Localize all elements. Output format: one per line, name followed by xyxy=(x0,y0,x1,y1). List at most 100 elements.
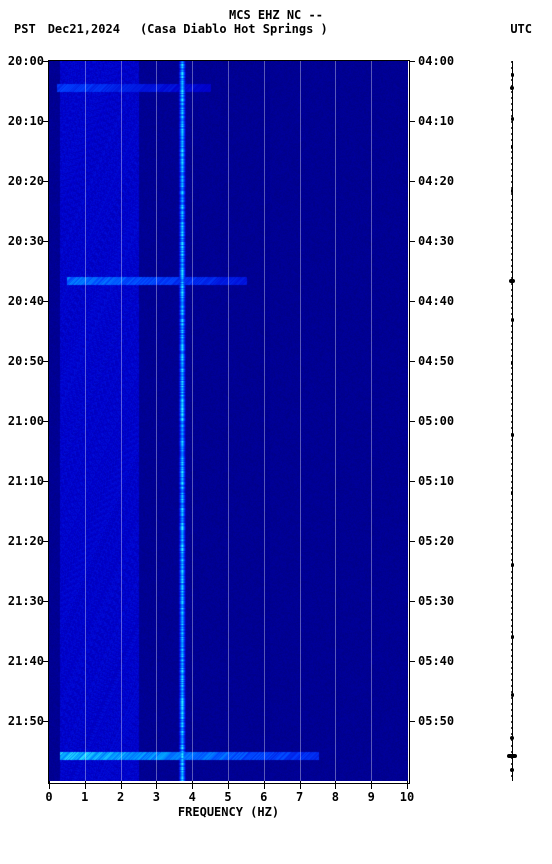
y-axis-right-labels: 04:0004:1004:2004:3004:4004:5005:0005:10… xyxy=(416,61,466,781)
amplitude-trace-dot xyxy=(511,259,513,261)
amplitude-trace-dot xyxy=(511,541,513,543)
amplitude-panel xyxy=(500,61,524,781)
amplitude-trace-dot xyxy=(511,397,513,399)
amplitude-event xyxy=(511,117,514,121)
amplitude-trace-dot xyxy=(511,757,513,759)
x-tick xyxy=(335,781,336,789)
x-tick xyxy=(264,781,265,789)
y-tick xyxy=(409,481,415,482)
amplitude-trace-dot xyxy=(511,691,513,693)
amplitude-trace-dot xyxy=(511,103,513,105)
amplitude-trace-dot xyxy=(511,427,513,429)
amplitude-trace-dot xyxy=(511,157,513,159)
amplitude-trace-dot xyxy=(511,145,513,147)
amplitude-trace-dot xyxy=(511,367,513,369)
amplitude-trace-dot xyxy=(511,421,513,423)
y-right-label: 04:40 xyxy=(418,294,464,308)
amplitude-trace-dot xyxy=(511,319,513,321)
y-tick xyxy=(42,721,48,722)
amplitude-trace-dot xyxy=(511,175,513,177)
amplitude-trace-dot xyxy=(511,181,513,183)
y-right-label: 05:20 xyxy=(418,534,464,548)
amplitude-trace-dot xyxy=(511,73,513,75)
amplitude-trace-dot xyxy=(511,403,513,405)
amplitude-trace-dot xyxy=(511,679,513,681)
amplitude-trace-dot xyxy=(511,307,513,309)
x-tick-label: 4 xyxy=(189,790,196,804)
y-right-label: 04:10 xyxy=(418,114,464,128)
amplitude-trace-dot xyxy=(511,223,513,225)
amplitude-trace-dot xyxy=(511,667,513,669)
y-right-label: 04:30 xyxy=(418,234,464,248)
amplitude-trace-dot xyxy=(511,91,513,93)
y-tick xyxy=(409,121,415,122)
y-left-label: 21:50 xyxy=(4,714,44,728)
x-tick xyxy=(228,781,229,789)
spectrogram-plot xyxy=(49,61,408,781)
amplitude-trace-dot xyxy=(511,451,513,453)
x-tick-label: 6 xyxy=(260,790,267,804)
y-right-label: 05:10 xyxy=(418,474,464,488)
x-tick-label: 5 xyxy=(224,790,231,804)
amplitude-trace-dot xyxy=(511,547,513,549)
amplitude-trace-dot xyxy=(511,163,513,165)
amplitude-trace-dot xyxy=(511,349,513,351)
amplitude-trace-dot xyxy=(511,589,513,591)
amplitude-trace-dot xyxy=(511,109,513,111)
y-tick xyxy=(409,721,415,722)
amplitude-trace-dot xyxy=(511,235,513,237)
amplitude-event xyxy=(511,693,514,697)
amplitude-trace-dot xyxy=(511,559,513,561)
x-tick-label: 2 xyxy=(117,790,124,804)
x-tick xyxy=(192,781,193,789)
amplitude-trace-dot xyxy=(511,343,513,345)
amplitude-trace-dot xyxy=(511,493,513,495)
y-tick xyxy=(409,361,415,362)
amplitude-trace-dot xyxy=(511,763,513,765)
amplitude-trace-dot xyxy=(511,337,513,339)
amplitude-trace-dot xyxy=(511,115,513,117)
amplitude-trace-dot xyxy=(511,379,513,381)
amplitude-trace-dot xyxy=(511,253,513,255)
y-left-label: 21:00 xyxy=(4,414,44,428)
amplitude-trace-dot xyxy=(511,673,513,675)
y-tick xyxy=(42,241,48,242)
amplitude-trace-dot xyxy=(511,661,513,663)
amplitude-trace-dot xyxy=(511,529,513,531)
y-tick xyxy=(409,421,415,422)
amplitude-trace-dot xyxy=(511,169,513,171)
amplitude-trace-dot xyxy=(511,325,513,327)
x-tick-label: 3 xyxy=(153,790,160,804)
tz-right: UTC xyxy=(510,22,532,36)
y-tick xyxy=(42,601,48,602)
amplitude-trace-dot xyxy=(511,643,513,645)
amplitude-trace-dot xyxy=(511,745,513,747)
y-tick xyxy=(409,181,415,182)
x-axis-labels: 012345678910 xyxy=(49,790,408,806)
y-tick xyxy=(42,61,48,62)
amplitude-trace-dot xyxy=(511,511,513,513)
amplitude-trace-dot xyxy=(511,631,513,633)
y-right-label: 04:20 xyxy=(418,174,464,188)
amplitude-trace-dot xyxy=(511,415,513,417)
amplitude-trace-dot xyxy=(511,577,513,579)
amplitude-trace-dot xyxy=(511,79,513,81)
y-tick xyxy=(42,361,48,362)
amplitude-trace-dot xyxy=(511,247,513,249)
amplitude-trace-dot xyxy=(511,373,513,375)
x-tick xyxy=(300,781,301,789)
amplitude-trace-dot xyxy=(511,277,513,279)
y-left-label: 20:00 xyxy=(4,54,44,68)
y-tick xyxy=(42,181,48,182)
y-left-label: 21:40 xyxy=(4,654,44,668)
amplitude-trace-dot xyxy=(511,445,513,447)
spectrogram-canvas xyxy=(49,61,408,781)
x-tick-label: 0 xyxy=(45,790,52,804)
y-right-label: 05:50 xyxy=(418,714,464,728)
y-left-label: 21:20 xyxy=(4,534,44,548)
amplitude-trace-dot xyxy=(511,283,513,285)
amplitude-trace-dot xyxy=(511,487,513,489)
amplitude-event xyxy=(509,279,515,283)
amplitude-trace-dot xyxy=(511,607,513,609)
amplitude-trace-dot xyxy=(511,439,513,441)
